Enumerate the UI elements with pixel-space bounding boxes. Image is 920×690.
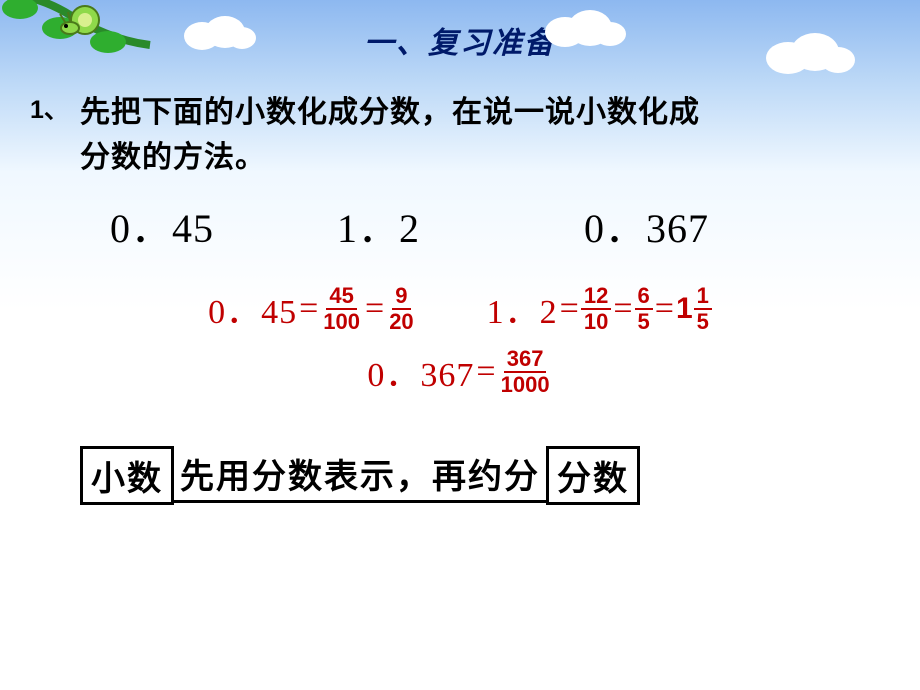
question-line1: 先把下面的小数化成分数，在说一说小数化成 <box>80 96 700 129</box>
equals-sign: = <box>655 290 674 328</box>
eq3-frac1: 367 1000 <box>498 348 553 396</box>
eq2-frac2: 6 5 <box>635 285 653 333</box>
equation-row-1: 0．45 = 45 100 = 9 20 1．2 = 12 10 = 6 5 <box>30 284 890 333</box>
equation-3: 0．367 = 367 1000 <box>367 347 552 396</box>
eq1-frac2: 9 20 <box>386 285 416 333</box>
rule-middle: 先用分数表示，再约分 <box>174 449 546 503</box>
equals-sign: = <box>365 290 384 328</box>
question-line2: 分数的方法。 <box>80 141 266 174</box>
eq3-decimal: 0．367 <box>367 347 474 396</box>
equals-sign: = <box>476 353 495 391</box>
eq1-frac1: 45 100 <box>320 285 363 333</box>
equals-sign: = <box>613 290 632 328</box>
equation-row-2: 0．367 = 367 1000 <box>30 347 890 396</box>
eq1-decimal: 0．45 <box>208 284 297 333</box>
question-text: 先把下面的小数化成分数，在说一说小数化成 分数的方法。 <box>80 90 890 180</box>
equation-1: 0．45 = 45 100 = 9 20 <box>208 284 417 333</box>
rule-right-box: 分数 <box>546 446 640 505</box>
eq2-decimal: 1．2 <box>487 284 558 333</box>
equals-sign: = <box>299 290 318 328</box>
decimal-list: 0．45 1．2 0．367 <box>110 196 890 254</box>
rule-row: 小数 先用分数表示，再约分 分数 <box>80 446 890 505</box>
eq2-mixed: 1 1 5 <box>676 285 712 333</box>
eq2-frac1: 12 10 <box>581 285 611 333</box>
content-area: 1、 先把下面的小数化成分数，在说一说小数化成 分数的方法。 0．45 1．2 … <box>30 90 890 505</box>
rule-left-box: 小数 <box>80 446 174 505</box>
page-title: 一、复习准备 <box>0 0 920 62</box>
question-number: 1、 <box>30 90 69 126</box>
equation-2: 1．2 = 12 10 = 6 5 = 1 1 5 <box>487 284 712 333</box>
equals-sign: = <box>560 290 579 328</box>
